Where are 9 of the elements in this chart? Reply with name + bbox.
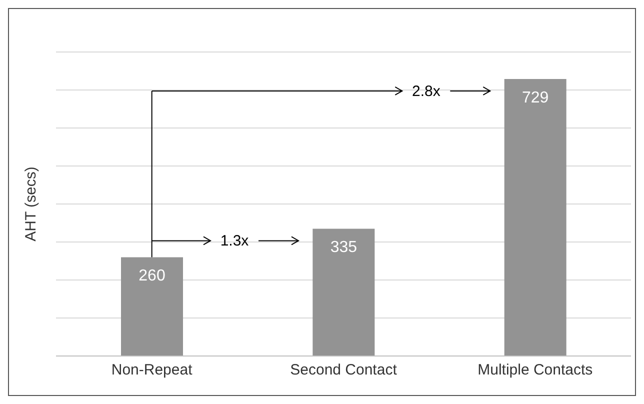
annotation: 1.3x	[220, 232, 250, 250]
data-label: 729	[522, 89, 549, 106]
data-label: 260	[138, 268, 166, 285]
data-label: 335	[330, 239, 358, 256]
y-axis-title: AHT (secs)	[22, 166, 40, 242]
x-tick-label: Multiple Contacts	[478, 362, 593, 379]
x-tick-label: Second Contact	[290, 362, 398, 379]
annotation: 2.8x	[412, 82, 441, 100]
x-tick-label: Non-Repeat	[111, 362, 194, 379]
